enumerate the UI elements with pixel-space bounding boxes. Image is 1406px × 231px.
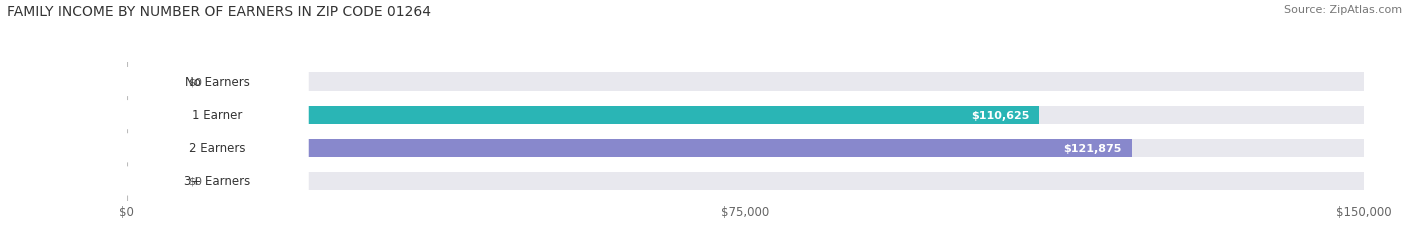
Text: 1 Earner: 1 Earner — [193, 109, 242, 122]
Text: $0: $0 — [188, 176, 202, 186]
FancyBboxPatch shape — [125, 134, 309, 163]
FancyBboxPatch shape — [125, 68, 309, 97]
Text: $110,625: $110,625 — [970, 110, 1029, 120]
Text: No Earners: No Earners — [184, 76, 250, 89]
Bar — [127, 172, 1364, 190]
Bar — [127, 172, 173, 190]
Bar — [127, 139, 1364, 157]
Text: 2 Earners: 2 Earners — [188, 142, 246, 155]
Text: Source: ZipAtlas.com: Source: ZipAtlas.com — [1284, 5, 1402, 15]
Text: FAMILY INCOME BY NUMBER OF EARNERS IN ZIP CODE 01264: FAMILY INCOME BY NUMBER OF EARNERS IN ZI… — [7, 5, 432, 18]
Bar — [127, 73, 1364, 91]
FancyBboxPatch shape — [125, 167, 309, 196]
Bar — [127, 139, 1132, 157]
Text: $0: $0 — [188, 77, 202, 87]
Bar — [127, 106, 1364, 124]
Bar — [127, 106, 1039, 124]
Text: $121,875: $121,875 — [1063, 143, 1122, 153]
FancyBboxPatch shape — [125, 101, 309, 130]
Bar — [127, 73, 173, 91]
Text: 3+ Earners: 3+ Earners — [184, 175, 250, 188]
